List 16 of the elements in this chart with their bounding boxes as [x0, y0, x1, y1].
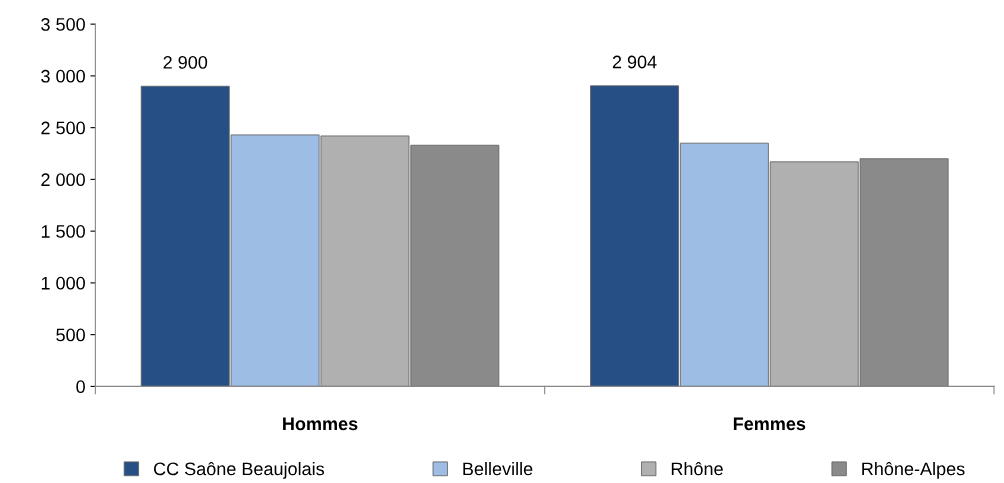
y-tick-label: 1 000 — [41, 276, 85, 290]
y-tick-label: 500 — [56, 328, 85, 342]
x-tick-label: Femmes — [733, 417, 806, 431]
legend-label: CC Saône Beaujolais — [153, 461, 325, 479]
y-tick-label: 2 500 — [41, 121, 85, 135]
data-label: 2 900 — [163, 56, 208, 69]
x-tick-label: Hommes — [283, 417, 358, 431]
y-tick-label: 3 000 — [41, 69, 85, 83]
legend-label: Rhône — [671, 461, 723, 476]
y-tick-label: 1 500 — [41, 225, 85, 238]
y-tick-label: 3 500 — [41, 18, 85, 31]
legend-label: Rhône-Alpes — [862, 461, 965, 479]
legend-label: Belleville — [463, 461, 533, 476]
y-tick-label: 2 000 — [41, 173, 85, 187]
data-label: 2 904 — [612, 55, 657, 69]
y-tick-label: 0 — [76, 380, 85, 394]
